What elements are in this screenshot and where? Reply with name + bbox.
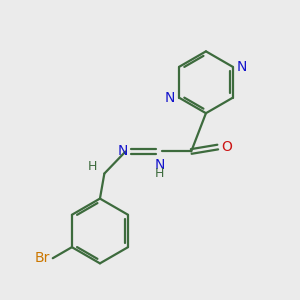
Text: N: N xyxy=(236,60,247,74)
Text: N: N xyxy=(165,91,175,105)
Text: N: N xyxy=(154,158,165,172)
Text: Br: Br xyxy=(34,251,50,265)
Text: O: O xyxy=(222,140,232,154)
Text: H: H xyxy=(88,160,97,173)
Text: H: H xyxy=(155,167,164,180)
Text: N: N xyxy=(118,145,128,158)
